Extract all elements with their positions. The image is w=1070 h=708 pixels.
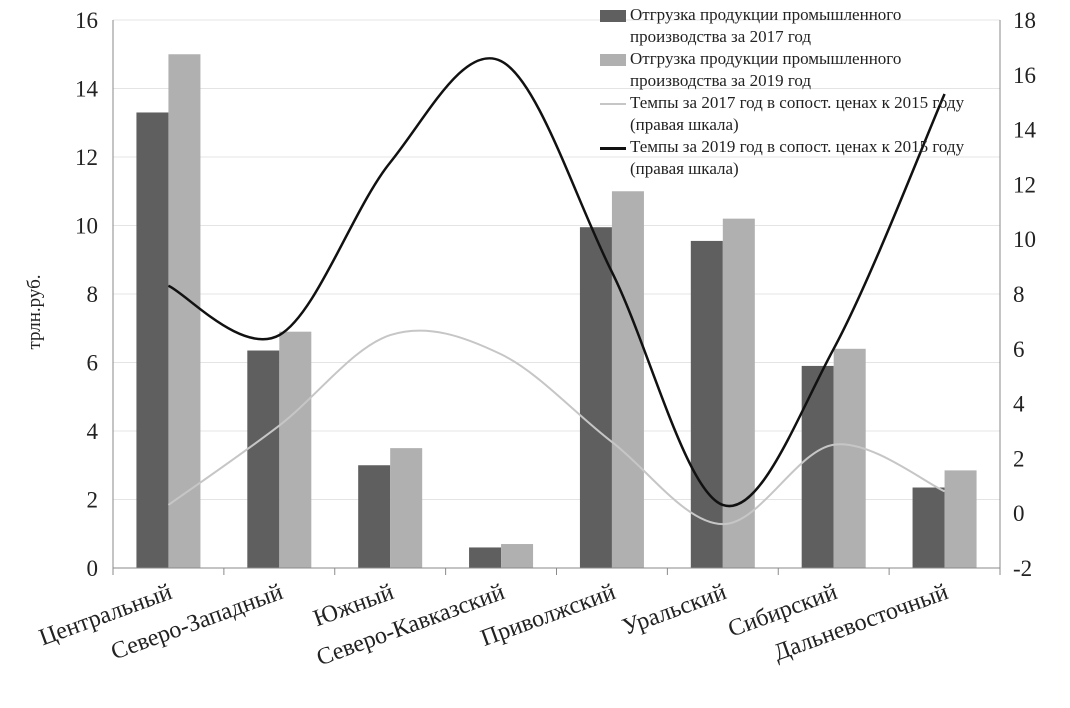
bar-2019 — [279, 331, 312, 568]
bar-2017 — [247, 350, 280, 568]
y-tick-label: 6 — [87, 351, 99, 376]
y-tick-label: 4 — [87, 419, 99, 444]
y-tick-label: 10 — [75, 214, 98, 239]
legend: Отгрузка продукции промышленного произво… — [598, 4, 970, 180]
line-series-2019 — [167, 57, 946, 508]
legend-swatch-bar-2017 — [600, 10, 626, 22]
legend-item-line-2019: Темпы за 2019 год в сопост. ценах к 2015… — [598, 136, 970, 180]
lines — [167, 57, 946, 526]
bar-2017 — [801, 365, 834, 568]
line-series-2017 — [167, 329, 945, 526]
x-category-label: Уральский — [619, 579, 730, 641]
y2-tick-label: 18 — [1013, 8, 1036, 33]
y2-tick-label: 16 — [1013, 63, 1036, 88]
legend-item-bar-2017: Отгрузка продукции промышленного произво… — [598, 4, 970, 48]
y-tick-label: 0 — [87, 556, 99, 581]
y-tick-label: 16 — [75, 8, 98, 33]
legend-swatch-bar-2019 — [600, 54, 626, 66]
bar-2017 — [912, 487, 945, 568]
y2-tick-label: 12 — [1013, 172, 1036, 197]
y-tick-label: 14 — [75, 77, 99, 102]
legend-item-bar-2019: Отгрузка продукции промышленного произво… — [598, 48, 970, 92]
bar-2017 — [358, 465, 391, 568]
bar-2019 — [833, 348, 866, 568]
bar-2019 — [611, 191, 644, 568]
y2-tick-label: 0 — [1013, 501, 1025, 526]
y-tick-label: 8 — [87, 282, 99, 307]
bar-2017 — [579, 227, 612, 568]
legend-label-line-2017: Темпы за 2017 год в сопост. ценах к 2015… — [630, 93, 965, 134]
legend-item-line-2017: Темпы за 2017 год в сопост. ценах к 2015… — [598, 92, 970, 136]
y2-tick-label: 8 — [1013, 282, 1025, 307]
legend-swatch-line-2019 — [600, 147, 626, 150]
y2-tick-label: 6 — [1013, 337, 1025, 362]
legend-label-line-2019: Темпы за 2019 год в сопост. ценах к 2015… — [630, 137, 965, 178]
bar-2019 — [390, 448, 423, 568]
y2-tick-label: 4 — [1013, 392, 1025, 417]
y2-tick-label: 2 — [1013, 446, 1025, 471]
y-axis-label: трлн.руб. — [24, 274, 45, 349]
bars — [136, 54, 977, 568]
bar-2019 — [168, 54, 201, 568]
bar-2019 — [722, 218, 755, 568]
bar-2019 — [944, 470, 977, 568]
x-category-label: Северо-Кавказский — [313, 579, 508, 671]
y2-tick-label: 10 — [1013, 227, 1036, 252]
bar-2017 — [690, 240, 723, 568]
y2-tick-label: 14 — [1013, 118, 1037, 143]
legend-label-bar-2017: Отгрузка продукции промышленного произво… — [630, 5, 902, 46]
y-tick-label: 12 — [75, 145, 98, 170]
y2-tick-label: -2 — [1013, 556, 1032, 581]
bar-2017 — [136, 112, 169, 568]
bar-2019 — [501, 544, 534, 568]
bar-2017 — [469, 547, 502, 568]
legend-swatch-line-2017 — [600, 103, 626, 105]
legend-label-bar-2019: Отгрузка продукции промышленного произво… — [630, 49, 902, 90]
y-tick-label: 2 — [87, 488, 99, 513]
